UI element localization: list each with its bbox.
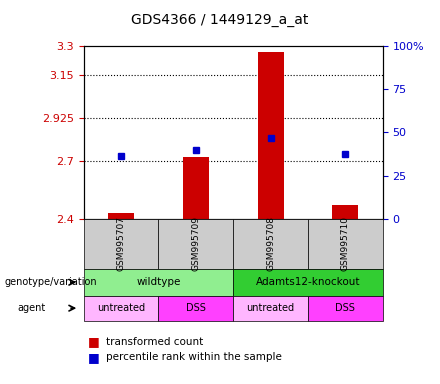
Text: GSM995708: GSM995708 (266, 216, 275, 271)
Text: ■: ■ (88, 335, 100, 348)
Text: wildtype: wildtype (136, 277, 180, 287)
Text: GSM995709: GSM995709 (191, 216, 200, 271)
Text: ■: ■ (88, 351, 100, 364)
Text: Adamts12-knockout: Adamts12-knockout (256, 277, 360, 287)
Bar (257, 52, 284, 219)
Text: GSM995707: GSM995707 (117, 216, 125, 271)
Text: genotype/variation: genotype/variation (4, 277, 97, 287)
Text: GDS4366 / 1449129_a_at: GDS4366 / 1449129_a_at (131, 13, 309, 27)
Text: DSS: DSS (335, 303, 356, 313)
Bar (108, 213, 134, 219)
Text: agent: agent (18, 303, 46, 313)
Bar (332, 205, 359, 219)
Text: DSS: DSS (186, 303, 206, 313)
Text: percentile rank within the sample: percentile rank within the sample (106, 352, 282, 362)
Text: transformed count: transformed count (106, 337, 203, 347)
Bar (183, 157, 209, 219)
Text: untreated: untreated (97, 303, 145, 313)
Text: untreated: untreated (246, 303, 295, 313)
Text: GSM995710: GSM995710 (341, 216, 350, 271)
